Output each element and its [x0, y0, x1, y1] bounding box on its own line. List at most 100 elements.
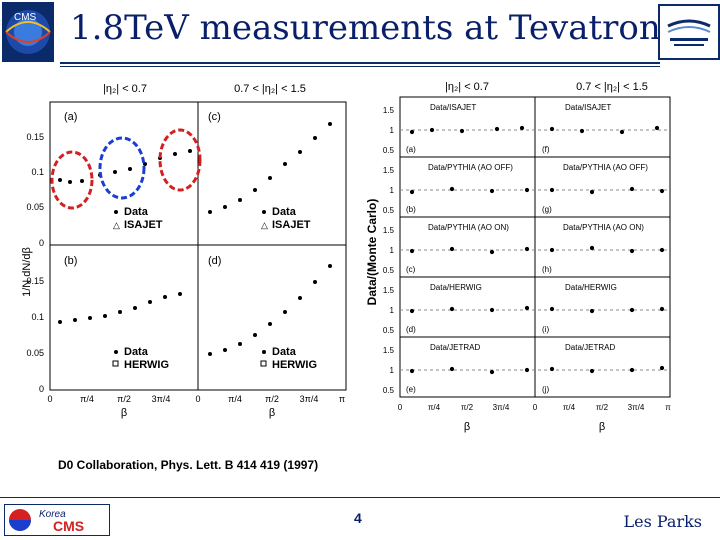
svg-text:1.5: 1.5 [383, 166, 395, 175]
ratio-panels: Data/ISAJET Data/ISAJET Data/PYTHIA (AO … [383, 96, 671, 433]
xtick: π/2 [117, 394, 131, 404]
svg-text:Data/HERWIG: Data/HERWIG [430, 283, 482, 292]
left-figure: 1/N dN/dβ |η₂| < 0.7 0.7 < |η₂| < 1.5 (a… [20, 72, 350, 422]
svg-text:π/4: π/4 [428, 403, 441, 412]
page-title: 1.8TeV measurements at Tevatron [70, 8, 661, 48]
svg-text:1: 1 [390, 366, 395, 375]
ytick: 0.15 [26, 132, 44, 142]
svg-text:0.5: 0.5 [383, 206, 395, 215]
svg-text:Korea: Korea [39, 509, 66, 520]
xtick: 0 [47, 394, 52, 404]
xlabel: β [121, 407, 127, 419]
cms-logo: CMS [2, 2, 54, 62]
left-ylabel: 1/N dN/dβ [21, 247, 33, 297]
xtick: π/4 [228, 394, 242, 404]
svg-text:Data/PYTHIA (AO OFF): Data/PYTHIA (AO OFF) [428, 163, 513, 172]
header-rule [60, 62, 660, 64]
svg-text:Data/JETRAD: Data/JETRAD [430, 343, 480, 352]
svg-text:(h): (h) [542, 265, 552, 274]
svg-text:Data: Data [124, 346, 149, 358]
header-rule-thin [60, 66, 660, 67]
svg-text:β: β [599, 421, 605, 433]
panel-b-points [58, 292, 182, 324]
svg-text:1: 1 [390, 246, 395, 255]
panel-d: (d) [208, 255, 221, 267]
svg-text:0.5: 0.5 [383, 386, 395, 395]
svg-text:Data/ISAJET: Data/ISAJET [565, 103, 611, 112]
svg-text:CMS: CMS [53, 518, 84, 534]
svg-text:Data/HERWIG: Data/HERWIG [565, 283, 617, 292]
svg-text:0: 0 [398, 403, 403, 412]
panel-d-points [208, 264, 332, 356]
university-logo [658, 4, 720, 60]
svg-text:1.5: 1.5 [383, 226, 395, 235]
svg-text:1.5: 1.5 [383, 346, 395, 355]
ytick: 0.1 [31, 312, 44, 322]
svg-text:(b): (b) [406, 205, 416, 214]
xtick: 0 [195, 394, 200, 404]
svg-text:1: 1 [390, 306, 395, 315]
panel-b: (b) [64, 255, 77, 267]
ytick: 0 [39, 238, 44, 248]
xtick: π/2 [265, 394, 279, 404]
svg-text:Data/PYTHIA (AO ON): Data/PYTHIA (AO ON) [428, 223, 509, 232]
svg-text:Data/ISAJET: Data/ISAJET [430, 103, 476, 112]
panel-c: (c) [208, 111, 221, 123]
svg-text:π/2: π/2 [596, 403, 609, 412]
svg-text:(a): (a) [406, 145, 416, 154]
svg-text:Data/PYTHIA (AO ON): Data/PYTHIA (AO ON) [563, 223, 644, 232]
svg-text:0.5: 0.5 [383, 266, 395, 275]
col-label: 0.7 < |η₂| < 1.5 [576, 81, 648, 93]
svg-text:0.5: 0.5 [383, 326, 395, 335]
xtick: π [339, 394, 345, 404]
svg-text:Data: Data [272, 206, 297, 218]
col-label-1: |η₂| < 0.7 [103, 83, 147, 95]
svg-text:β: β [464, 421, 470, 433]
svg-text:Data/PYTHIA (AO OFF): Data/PYTHIA (AO OFF) [563, 163, 648, 172]
svg-text:1.5: 1.5 [383, 286, 395, 295]
xtick: 3π/4 [300, 394, 319, 404]
highlight-red-1 [50, 150, 94, 210]
highlight-blue [98, 136, 146, 200]
svg-text:Data: Data [272, 346, 297, 358]
svg-text:3π/4: 3π/4 [628, 403, 645, 412]
svg-text:(j): (j) [542, 385, 549, 394]
highlight-red-2 [158, 128, 202, 192]
author-name: Les Parks [623, 512, 702, 531]
svg-text:1: 1 [390, 126, 395, 135]
panel-a: (a) [64, 111, 77, 123]
svg-text:Data/JETRAD: Data/JETRAD [565, 343, 615, 352]
xtick: π/4 [80, 394, 94, 404]
ytick: 0.05 [26, 202, 44, 212]
legend-top-right: Data △ ISAJET [261, 206, 311, 231]
ytick: 0.1 [31, 167, 44, 177]
svg-text:△: △ [261, 220, 268, 230]
svg-text:Data: Data [124, 206, 149, 218]
svg-text:△: △ [113, 220, 120, 230]
svg-text:(c): (c) [406, 265, 416, 274]
xlabel: β [269, 407, 275, 419]
citation: D0 Collaboration, Phys. Lett. B 414 419 … [58, 458, 319, 472]
ytick: 0.15 [26, 276, 44, 286]
svg-text:(i): (i) [542, 325, 549, 334]
page-number: 4 [354, 510, 362, 526]
svg-text:π/4: π/4 [563, 403, 576, 412]
svg-text:(d): (d) [406, 325, 416, 334]
svg-text:1.5: 1.5 [383, 106, 395, 115]
svg-text:(g): (g) [542, 205, 552, 214]
svg-text:0.5: 0.5 [383, 146, 395, 155]
col-label: |η₂| < 0.7 [445, 81, 489, 93]
svg-text:π: π [665, 403, 671, 412]
right-figure: Data/(Monte Carlo) |η₂| < 0.7 0.7 < |η₂|… [362, 72, 707, 442]
slide-header: CMS 1.8TeV measurements at Tevatron [0, 0, 720, 70]
xtick: 3π/4 [152, 394, 171, 404]
svg-text:3π/4: 3π/4 [493, 403, 510, 412]
ytick: 0 [39, 384, 44, 394]
svg-text:1: 1 [390, 186, 395, 195]
legend-top-left: Data △ ISAJET [113, 206, 163, 231]
ytick: 0.05 [26, 348, 44, 358]
svg-text:ISAJET: ISAJET [124, 219, 163, 231]
col-label-2: 0.7 < |η₂| < 1.5 [234, 83, 306, 95]
svg-text:CMS: CMS [14, 12, 37, 23]
svg-text:π/2: π/2 [461, 403, 474, 412]
